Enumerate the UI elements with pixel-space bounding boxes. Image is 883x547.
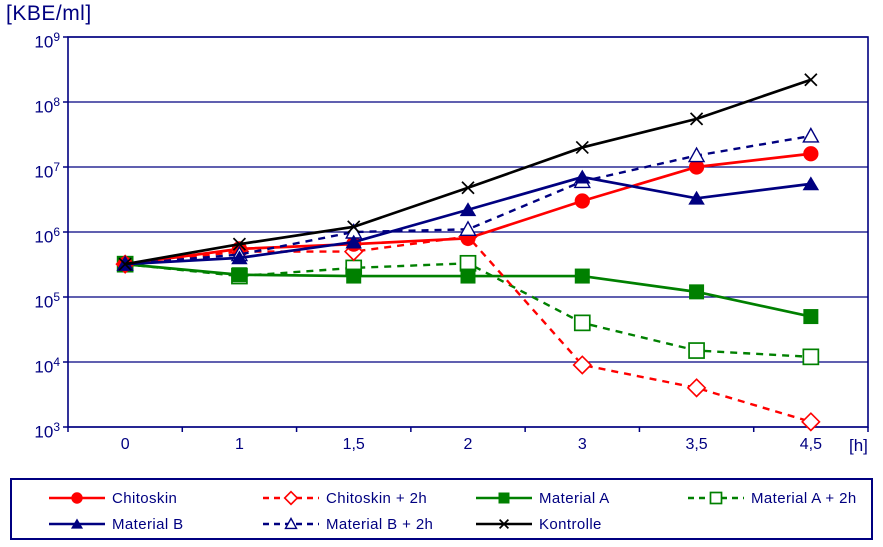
data-point-marker	[231, 250, 248, 265]
data-point-marker	[688, 190, 705, 205]
x-axis-tick-label: 2	[463, 436, 473, 453]
x-axis-tick-label: 3	[577, 436, 587, 453]
data-point-marker	[804, 73, 818, 87]
y-axis-tick-label: 108	[34, 95, 60, 117]
y-axis-title: [KBE/ml]	[6, 2, 92, 25]
y-axis-tick-label: 106	[34, 225, 60, 247]
data-point-marker	[574, 268, 590, 284]
legend-label: Chitoskin	[112, 489, 178, 507]
x-axis-tick-label: 4,5	[799, 436, 822, 453]
y-axis-tick-label: 109	[34, 30, 60, 52]
legend-label: Material A	[539, 489, 610, 507]
data-point-marker	[688, 342, 705, 359]
data-point-marker	[803, 146, 819, 162]
legend-item-material-b: Material B	[48, 514, 184, 534]
data-point-marker	[461, 181, 475, 195]
legend-marker-material-a-2h	[688, 491, 744, 505]
data-point-marker	[801, 412, 821, 432]
data-point-marker	[686, 378, 707, 398]
data-point-marker	[231, 267, 247, 283]
data-point-marker	[802, 176, 820, 191]
data-point-marker	[70, 518, 84, 529]
legend-marker-material-a	[476, 492, 532, 504]
legend-label: Kontrolle	[539, 515, 602, 533]
data-point-marker	[283, 490, 299, 506]
legend-item-material-b-2h: Material B + 2h	[262, 514, 433, 534]
legend-label: Material A + 2h	[751, 489, 857, 507]
series-material-b-2h	[116, 127, 820, 271]
legend-item-kontrolle: Kontrolle	[475, 514, 602, 534]
data-point-marker	[345, 234, 362, 249]
x-axis-tick-label: 3,5	[685, 436, 708, 453]
legend-marker-chitoskin	[49, 492, 105, 504]
data-point-marker	[346, 268, 362, 284]
data-point-marker	[689, 284, 705, 300]
legend-item-chitoskin: Chitoskin	[48, 488, 177, 508]
x-axis-tick-label: 1	[234, 436, 244, 453]
legend-label: Material B + 2h	[326, 515, 434, 533]
data-point-marker	[709, 491, 723, 505]
data-point-marker	[802, 348, 820, 366]
data-point-marker	[459, 202, 477, 217]
legend: Chitoskin Chitoskin + 2h Material A Materia…	[10, 478, 873, 540]
data-point-marker	[459, 254, 477, 272]
legend-marker-material-b-2h	[263, 517, 319, 530]
data-point-marker	[498, 492, 510, 504]
data-point-marker	[574, 193, 590, 209]
data-point-marker	[118, 257, 132, 271]
data-point-marker	[572, 355, 593, 375]
y-axis-tick-label: 103	[34, 420, 60, 442]
data-point-marker	[574, 169, 591, 184]
data-point-marker	[687, 146, 706, 163]
data-point-marker	[459, 220, 477, 237]
data-point-marker	[498, 518, 510, 530]
data-point-marker	[803, 309, 819, 325]
legend-item-chitoskin-2h: Chitoskin + 2h	[262, 488, 427, 508]
y-axis-tick-label: 104	[34, 355, 60, 377]
chart-plot-area	[63, 36, 869, 432]
y-axis-tick-label: 105	[34, 290, 60, 312]
data-point-marker	[802, 127, 820, 143]
legend-item-material-a: Material A	[475, 488, 610, 508]
legend-marker-chitoskin-2h	[263, 490, 319, 506]
legend-label: Chitoskin + 2h	[326, 489, 428, 507]
data-point-marker	[460, 268, 476, 284]
data-point-marker	[71, 492, 83, 504]
series-kontrolle	[118, 73, 818, 271]
legend-label: Material B	[112, 515, 184, 533]
plot-border	[67, 36, 869, 428]
legend-marker-material-b	[49, 518, 105, 529]
y-axis-tick-label: 107	[34, 160, 60, 182]
data-point-marker	[232, 237, 247, 251]
data-point-marker	[689, 112, 704, 126]
data-point-marker	[347, 220, 361, 234]
series-material-b	[116, 169, 820, 271]
legend-item-material-a-2h: Material A + 2h	[687, 488, 857, 508]
data-point-marker	[573, 314, 591, 332]
legend-marker-kontrolle	[476, 518, 532, 530]
data-point-marker	[575, 140, 589, 155]
x-axis-unit-label: [h]	[849, 436, 868, 455]
data-point-marker	[284, 517, 298, 530]
x-axis-tick-label: 0	[120, 436, 130, 453]
x-axis-tick-label: 1,5	[342, 436, 365, 453]
